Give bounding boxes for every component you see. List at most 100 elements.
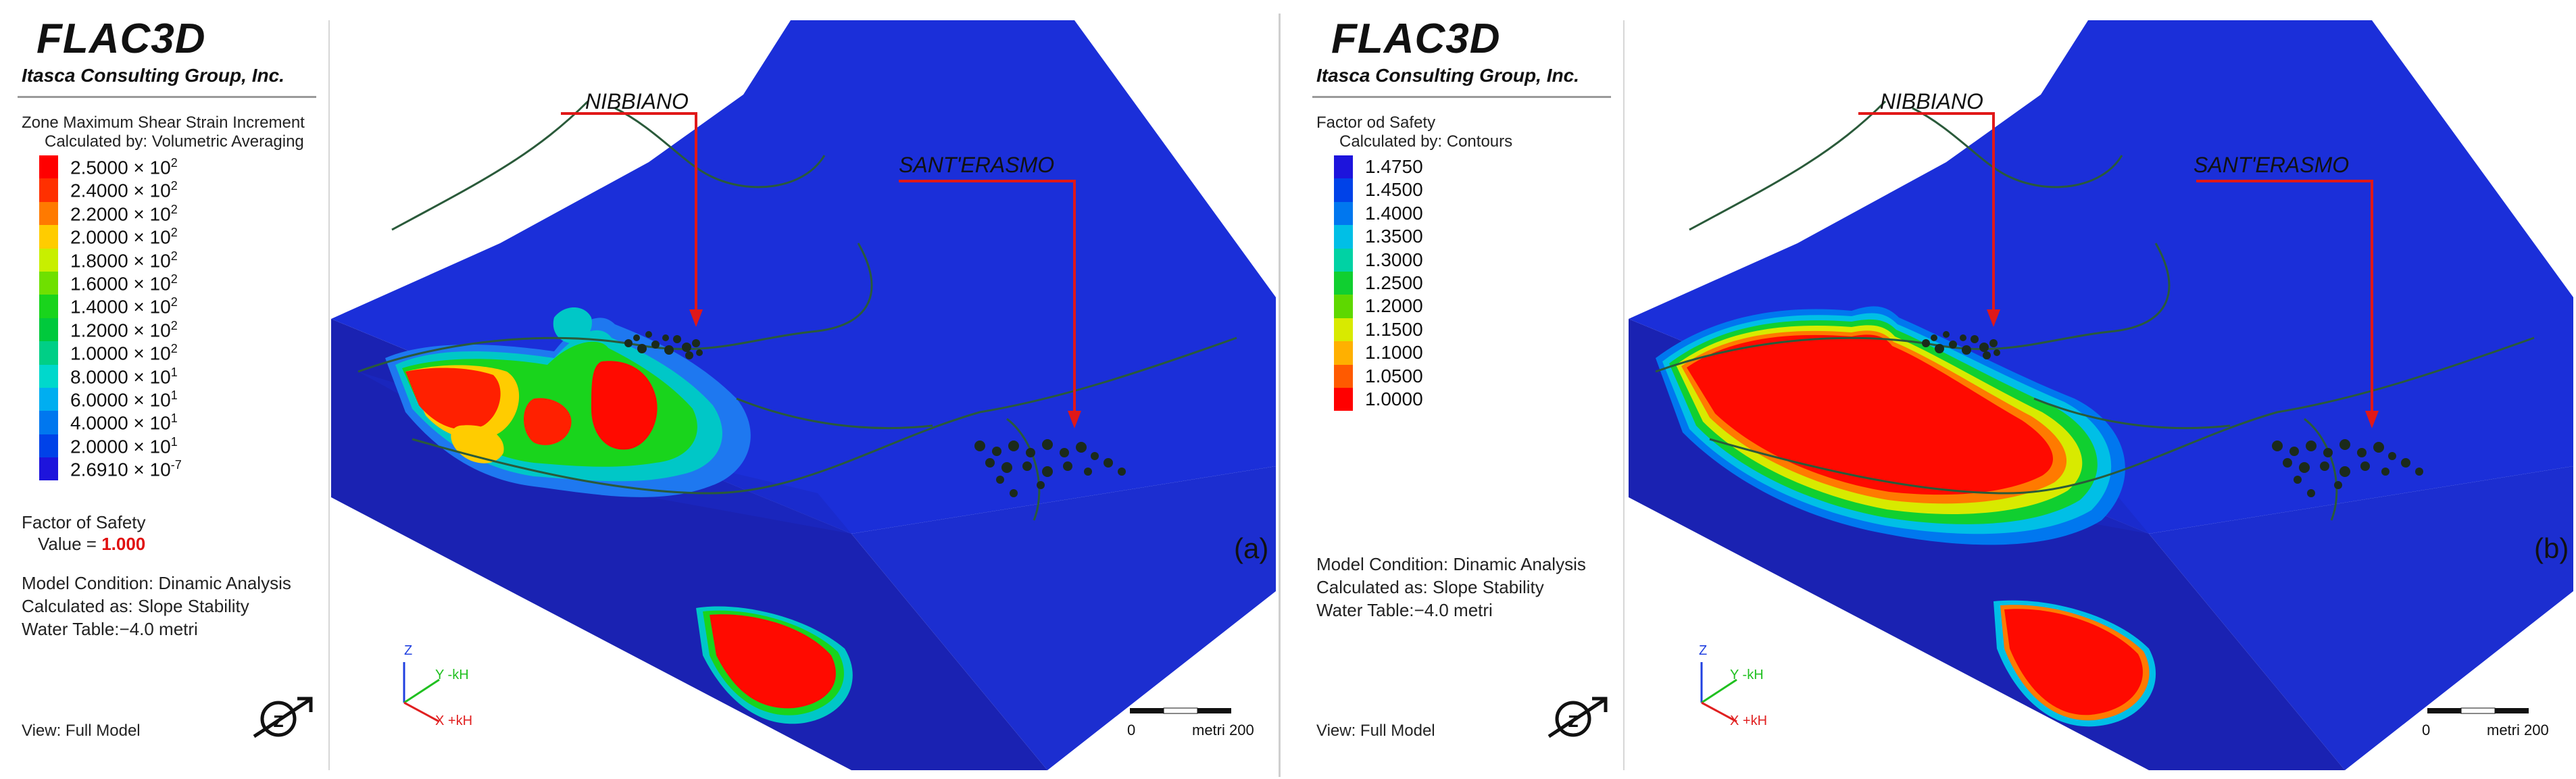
legend-swatch xyxy=(39,341,58,365)
legend-swatch xyxy=(39,225,58,249)
legend-swatch xyxy=(39,201,58,226)
scale-end: metri 200 xyxy=(2487,722,2549,738)
legend-value: 1.4500 xyxy=(1365,179,1423,201)
legend-value: 1.2500 xyxy=(1365,272,1423,293)
scale-end: metri 200 xyxy=(1192,722,1254,738)
legend-swatch xyxy=(39,155,58,179)
legend-sidebar: FLAC3D Itasca Consulting Group, Inc. Zon… xyxy=(0,0,328,779)
factor-of-safety-title: Factor of Safety xyxy=(22,512,146,532)
legend-swatch xyxy=(39,271,58,295)
legend-swatch xyxy=(1334,225,1353,249)
legend-swatch xyxy=(1334,387,1353,411)
legend-value: 2.4000 × 102 xyxy=(70,179,178,201)
road-network xyxy=(1655,100,2535,521)
buildings-nibbiano xyxy=(1922,331,2000,359)
legend-value: 1.4750 xyxy=(1365,156,1423,177)
viewport-divider xyxy=(1623,20,1625,770)
model-viewport[interactable] xyxy=(331,20,1276,770)
panel-letter: (b) xyxy=(2534,532,2569,564)
legend-swatch xyxy=(39,318,58,342)
axis-y-label: Y -kH xyxy=(1730,668,1764,682)
arrow-head-nibbiano xyxy=(689,309,703,327)
fos-unstable-zone-main xyxy=(1656,306,2125,545)
legend-sidebar: FLAC3D Itasca Consulting Group, Inc. Fac… xyxy=(1295,0,1623,779)
company-name: Itasca Consulting Group, Inc. xyxy=(22,65,284,86)
legend-swatch xyxy=(39,295,58,318)
legend-swatch xyxy=(39,411,58,434)
legend-title: Zone Maximum Shear Strain Increment xyxy=(22,114,305,132)
legend-value: 8.0000 × 101 xyxy=(70,365,178,387)
legend-value: 2.0000 × 102 xyxy=(70,226,178,248)
water-table: Water Table:−4.0 metri xyxy=(22,619,198,639)
view-label: View: Full Model xyxy=(22,722,141,740)
legend-title: Factor od Safety xyxy=(1316,114,1436,132)
axis-z-label: Z xyxy=(1699,643,1708,658)
legend-swatch xyxy=(1334,295,1353,318)
buildings-santerasmo xyxy=(2272,439,2423,497)
legend-swatch xyxy=(39,364,58,388)
axes-triad xyxy=(1700,662,1737,723)
legend-value: 2.6910 × 10-7 xyxy=(70,458,182,480)
fos-unstable-zone-lower xyxy=(1993,600,2156,727)
model-viewport[interactable] xyxy=(1626,20,2576,770)
calculated-as: Calculated as: Slope Stability xyxy=(22,596,249,616)
model-condition: Model Condition: Dinamic Analysis xyxy=(22,573,291,593)
shear-strain-hotspot-main xyxy=(385,307,751,497)
legend-swatch xyxy=(39,178,58,202)
legend-swatch xyxy=(1334,271,1353,295)
legend-swatch xyxy=(39,387,58,411)
panel-a: FLAC3D Itasca Consulting Group, Inc. Zon… xyxy=(0,0,1276,779)
legend-swatch xyxy=(1334,318,1353,342)
arrow-head-nibbiano xyxy=(1987,309,2000,327)
legend-subtitle: Calculated by: Volumetric Averaging xyxy=(45,132,304,151)
legend-value: 1.2000 × 102 xyxy=(70,318,178,341)
legend-value: 1.4000 xyxy=(1365,202,1423,224)
legend-subtitle: Calculated by: Contours xyxy=(1339,132,1513,151)
legend-value: 1.3000 xyxy=(1365,249,1423,270)
legend-value: 1.4000 × 102 xyxy=(70,295,178,318)
axis-x-label: X +kH xyxy=(1730,713,1768,728)
label-nibbiano: NIBBIANO xyxy=(585,89,689,114)
view-label: View: Full Model xyxy=(1316,722,1435,740)
legend-value: 1.0500 xyxy=(1365,365,1423,386)
axes-triad xyxy=(403,662,440,723)
water-table: Water Table:−4.0 metri xyxy=(1316,600,1493,620)
legend-value: 1.2000 xyxy=(1365,295,1423,317)
panel-letter: (a) xyxy=(1234,532,1269,564)
divider xyxy=(1312,96,1611,98)
legend-swatch xyxy=(39,434,58,458)
axis-x-label: X +kH xyxy=(435,713,473,728)
arrow-head-santerasmo xyxy=(2365,411,2379,428)
legend-swatch xyxy=(1334,201,1353,226)
legend-swatch xyxy=(1334,364,1353,388)
label-santerasmo: SANT'ERASMO xyxy=(2194,153,2350,177)
legend-value: 2.5000 × 102 xyxy=(70,156,178,178)
panel-separator xyxy=(1279,14,1281,777)
legend-swatch xyxy=(39,457,58,481)
legend-value: 1.0000 xyxy=(1365,388,1423,409)
legend-swatch xyxy=(1334,178,1353,202)
view-orientation-icon: z xyxy=(253,697,313,738)
legend-value: 1.8000 × 102 xyxy=(70,249,178,271)
location-arrows xyxy=(561,112,1076,412)
scale-zero: 0 xyxy=(1127,722,1136,738)
legend-value: 1.6000 × 102 xyxy=(70,272,178,295)
label-santerasmo: SANT'ERASMO xyxy=(899,153,1055,177)
divider xyxy=(18,96,316,98)
panel-b: FLAC3D Itasca Consulting Group, Inc. Fac… xyxy=(1295,0,2576,779)
location-arrows xyxy=(1858,112,2373,412)
legend-value: 6.0000 × 101 xyxy=(70,388,178,411)
fos-label: Value = xyxy=(38,534,102,554)
shear-strain-hotspot-lower xyxy=(696,606,853,724)
block-front-side xyxy=(2149,466,2573,770)
legend-swatch xyxy=(1334,248,1353,272)
axis-z-label: Z xyxy=(404,643,413,658)
legend-swatch xyxy=(1334,155,1353,179)
legend-value: 1.1000 xyxy=(1365,342,1423,363)
scale-bar xyxy=(2427,707,2529,714)
scale-zero: 0 xyxy=(2422,722,2431,738)
legend-swatch xyxy=(39,248,58,272)
software-logo: FLAC3D xyxy=(36,16,206,62)
fos-number: 1.000 xyxy=(101,534,146,554)
factor-of-safety-value: Value = 1.000 xyxy=(38,534,145,555)
